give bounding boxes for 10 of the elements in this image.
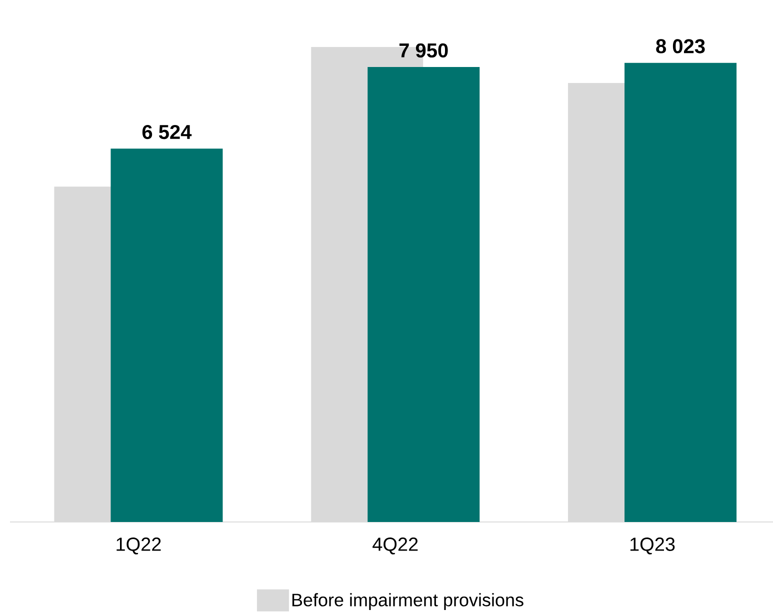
bar <box>110 148 223 522</box>
x-tick-label: 1Q23 <box>630 538 675 554</box>
data-label: 7 950 <box>399 43 448 58</box>
bar <box>624 62 737 522</box>
data-label: 8 023 <box>656 39 705 54</box>
data-label: 6 524 <box>142 124 192 140</box>
bar <box>368 67 480 522</box>
legend-label: Before impairment provisions <box>292 593 524 610</box>
x-tick-label: 4Q22 <box>372 538 418 554</box>
x-tick-label: 1Q22 <box>116 538 161 554</box>
